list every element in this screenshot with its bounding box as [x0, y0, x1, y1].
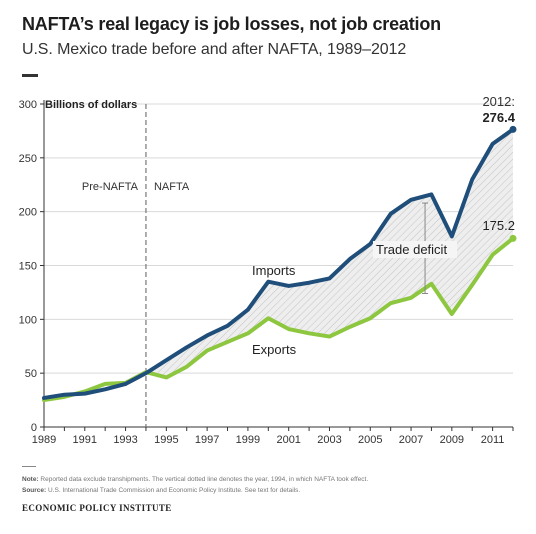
x-tick-label: 1991 [73, 434, 97, 446]
y-tick-label: 300 [19, 99, 37, 111]
title-rule [22, 74, 38, 77]
deficit-label-bg [373, 241, 457, 258]
trade-deficit-label: Trade deficit [376, 242, 447, 257]
brand-name: ECONOMIC POLICY INSTITUTE [22, 503, 172, 513]
y-axis-label: Billions of dollars [45, 99, 137, 111]
pre-nafta-label: Pre-NAFTA [82, 181, 139, 193]
exports-end-value: 175.2 [482, 218, 515, 233]
imports-line [42, 127, 515, 400]
x-tick-label: 2001 [276, 434, 300, 446]
x-tick-label: 2011 [481, 434, 505, 446]
exports-end-marker [509, 234, 517, 242]
x-tick-label: 1999 [236, 434, 260, 446]
x-tick-label: 1993 [113, 434, 137, 446]
y-tick-label: 150 [19, 261, 37, 273]
nafta-label: NAFTA [154, 181, 190, 193]
imports-series-label: Imports [252, 263, 296, 278]
note-label: Note: [22, 476, 39, 483]
source-text: U.S. International Trade Commission and … [48, 487, 301, 494]
note-rule [22, 466, 36, 467]
chart-title: NAFTA’s real legacy is job losses, not j… [22, 14, 441, 34]
imports-end-value: 276.4 [482, 110, 515, 125]
x-tick-label: 2005 [358, 434, 382, 446]
y-tick-label: 0 [31, 422, 37, 434]
x-tick-label: 2009 [440, 434, 464, 446]
x-tick-label: 1997 [195, 434, 219, 446]
y-tick-label: 200 [19, 207, 37, 219]
end-year-label: 2012: [482, 94, 515, 109]
source-line: Source: U.S. International Trade Commiss… [22, 487, 300, 494]
chart-subtitle: U.S. Mexico trade before and after NAFTA… [22, 41, 407, 58]
x-tick-label: 1989 [32, 434, 56, 446]
y-tick-label: 250 [19, 153, 37, 165]
x-tick-label: 2007 [399, 434, 423, 446]
x-tick-label: 1995 [154, 434, 178, 446]
x-tick-label: 2003 [317, 434, 341, 446]
y-tick-label: 50 [25, 368, 37, 380]
source-label: Source: [22, 487, 47, 494]
exports-series-label: Exports [252, 342, 297, 357]
note-text: Reported data exclude transhipments. The… [40, 476, 369, 483]
y-tick-label: 100 [19, 314, 37, 326]
imports-end-marker [509, 125, 517, 133]
note-line: Note: Reported data exclude transhipment… [22, 476, 368, 483]
